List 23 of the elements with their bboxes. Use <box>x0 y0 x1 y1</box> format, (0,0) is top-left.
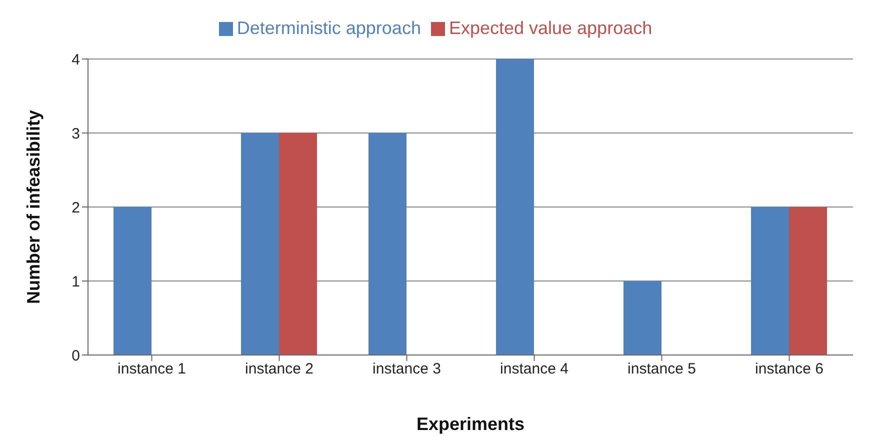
legend-label: Expected value approach <box>448 18 652 38</box>
y-tick-label: 4 <box>72 51 80 68</box>
x-tick-label: instance 3 <box>372 360 441 378</box>
legend-label: Deterministic approach <box>236 18 421 38</box>
y-tick-label: 3 <box>72 125 80 142</box>
bar <box>241 133 279 355</box>
y-tick-label: 2 <box>72 199 80 216</box>
y-axis-title: Number of infeasibility <box>23 110 44 304</box>
bar <box>624 281 662 355</box>
y-tick-label: 1 <box>72 273 80 290</box>
x-tick-label: instance 4 <box>500 360 568 378</box>
x-tick-label: instance 6 <box>755 360 824 378</box>
bar <box>114 207 152 355</box>
x-tick-label: instance 1 <box>118 360 186 378</box>
bar <box>496 59 534 355</box>
bar <box>789 207 827 355</box>
bar <box>279 133 317 355</box>
bar <box>751 207 789 355</box>
x-axis-title: Experiments <box>416 414 525 434</box>
x-tick-label: instance 2 <box>245 360 314 378</box>
x-tick-label: instance 5 <box>628 360 696 378</box>
y-tick-label: 0 <box>72 347 80 364</box>
bar <box>368 133 406 355</box>
